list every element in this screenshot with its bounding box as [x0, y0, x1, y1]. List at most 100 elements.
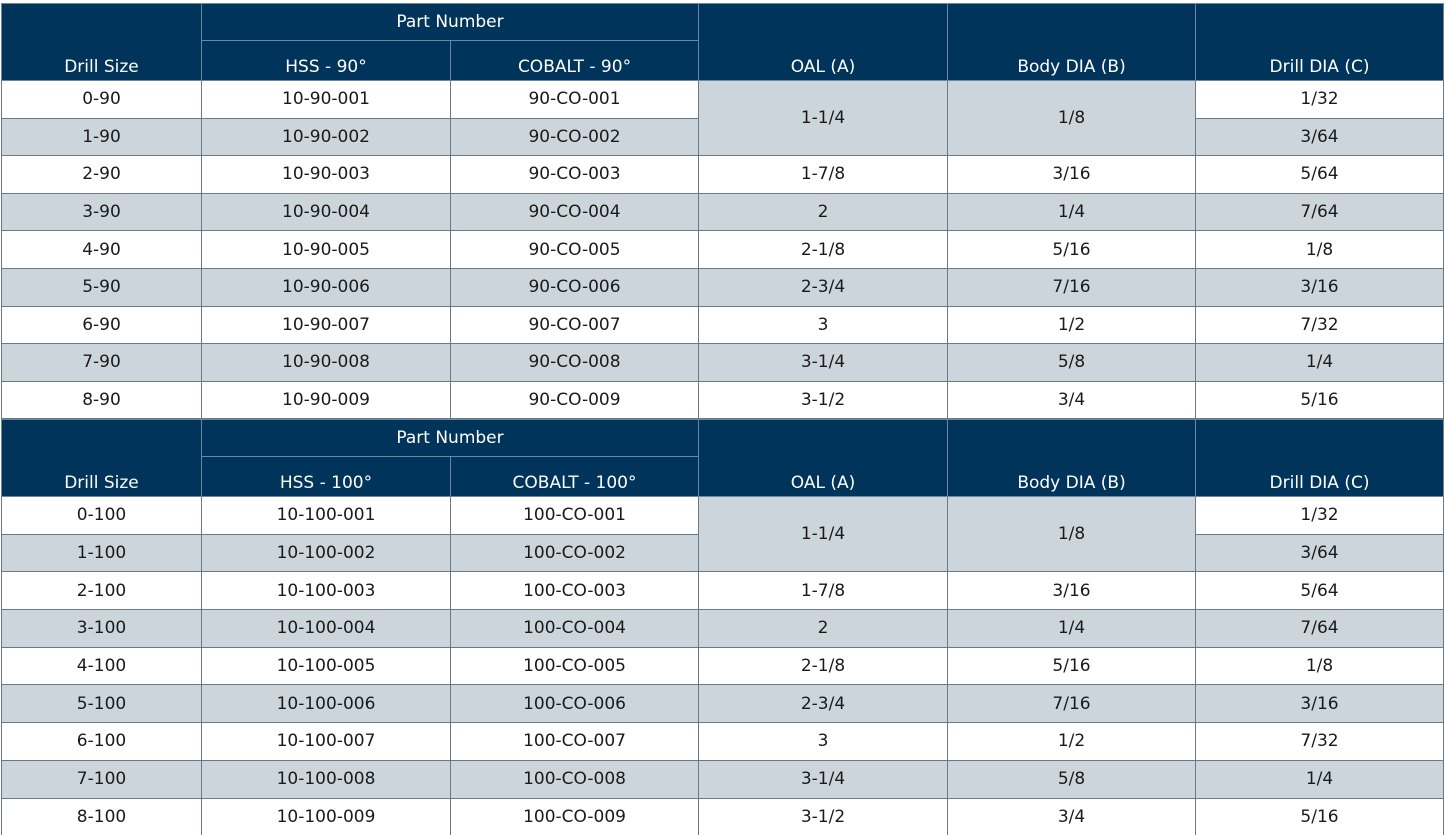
table-cell: 1-1/4: [698, 79, 949, 157]
table-cell: 90-CO-001: [449, 80, 700, 119]
table-cell: 10-90-004: [201, 192, 451, 232]
table-cell: 1/4: [1195, 343, 1445, 382]
header-cell: COBALT - 100°: [449, 456, 700, 497]
table-cell: 7-100: [1, 759, 202, 799]
table-cell: 1/8: [947, 79, 1197, 157]
header-cell: Body DIA (B): [947, 419, 1197, 497]
table-cell: 3-1/2: [698, 380, 949, 420]
table-row: 8-90 10-90-009 90-CO-009 3-1/2 3/4 5/16: [1, 380, 1445, 420]
table-cell: 0-100: [1, 496, 202, 535]
table-row: 6-100 10-100-007 100-CO-007 3 1/2 7/32: [1, 722, 1445, 761]
spec-table: Drill Size Part Number OAL (A) Body DIA (B)…: [1, 419, 1445, 835]
table-cell: 8-100: [1, 797, 202, 835]
table-cell: 1-1/4: [698, 495, 949, 573]
table-cell: 90-CO-003: [449, 155, 700, 194]
table-cell: 1/8: [947, 495, 1197, 573]
table-cell: 10-100-002: [201, 533, 451, 573]
table-cell: 10-90-003: [201, 155, 451, 194]
table-row: 3-100 10-100-004 100-CO-004 2 1/4 7/64: [1, 609, 1445, 648]
table-cell: 90-CO-009: [449, 380, 700, 420]
table-cell: 10-100-008: [201, 759, 451, 799]
table-cell: 0-90: [1, 80, 202, 119]
table-cell: 90-CO-007: [449, 305, 700, 345]
table-cell: 5-100: [1, 684, 202, 724]
table-row: 1-100 10-100-002 100-CO-002 3/64: [1, 533, 1445, 573]
table-cell: 5/8: [947, 759, 1197, 799]
table-cell: 6-90: [1, 305, 202, 345]
table-cell: 10-90-007: [201, 305, 451, 345]
table-cell: 1/8: [1195, 646, 1445, 686]
table-cell: 100-CO-005: [449, 646, 700, 686]
header-cell: Drill DIA (C): [1195, 3, 1445, 81]
header-cell: OAL (A): [698, 419, 949, 497]
table-cell: 10-100-001: [201, 496, 451, 535]
table-row: 7-100 10-100-008 100-CO-008 3-1/4 5/8 1/4: [1, 759, 1445, 799]
table-cell: 2-3/4: [698, 684, 949, 724]
table-cell: 7/32: [1195, 722, 1445, 761]
table-cell: 100-CO-009: [449, 797, 700, 835]
table-cell: 5/16: [1195, 797, 1445, 835]
table-cell: 3/16: [947, 571, 1197, 611]
table-row: 8-100 10-100-009 100-CO-009 3-1/2 3/4 5/16: [1, 797, 1445, 835]
header-cell: Body DIA (B): [947, 3, 1197, 81]
table-cell: 1/32: [1195, 496, 1445, 535]
table-cell: 4-90: [1, 230, 202, 269]
table-row: 3-90 10-90-004 90-CO-004 2 1/4 7/64: [1, 192, 1445, 232]
table-cell: 7/64: [1195, 192, 1445, 232]
table-cell: 10-100-007: [201, 722, 451, 761]
table-cell: 8-90: [1, 380, 202, 420]
table-cell: 3/4: [947, 797, 1197, 835]
table-header: Drill Size Part Number OAL (A) Body DIA (B)…: [1, 419, 1445, 497]
table-row: 0-90 10-90-001 90-CO-001 1-1/4 1/8 1/32: [1, 79, 1445, 157]
header-cell: HSS - 100°: [201, 456, 451, 497]
table-row: 1-90 10-90-002 90-CO-002 3/64: [1, 117, 1445, 157]
table-cell: 1/4: [947, 192, 1197, 232]
header-cell: COBALT - 90°: [449, 40, 700, 81]
table-cell: 3/16: [1195, 267, 1445, 307]
table-cell: 1/4: [947, 609, 1197, 648]
table-cell: 2-90: [1, 155, 202, 194]
table-cell: 10-90-002: [201, 117, 451, 157]
table-cell: 1/32: [1195, 80, 1445, 119]
table-cell: 1-90: [1, 117, 202, 157]
header-cell: HSS - 90°: [201, 40, 451, 81]
table-row: 4-100 10-100-005 100-CO-005 2-1/8 5/16 1/8: [1, 646, 1445, 686]
header-row: HSS - 90° COBALT - 90°: [2, 40, 1444, 81]
table-cell: 3/16: [947, 155, 1197, 194]
table-cell: 3/64: [1195, 117, 1445, 157]
table-cell: 10-90-001: [201, 80, 451, 119]
header-row: Drill Size Part Number OAL (A) Body DIA (B)…: [1, 3, 1445, 81]
table-row: 0-100 10-100-001 100-CO-001 1-1/4 1/8 1/32: [1, 495, 1445, 573]
table-cell: 7/16: [947, 684, 1197, 724]
table-cell: 1/2: [947, 722, 1197, 761]
table-cell: 2-1/8: [698, 230, 949, 269]
table-cell: 5/16: [1195, 380, 1445, 420]
table-cell: 2-100: [1, 571, 202, 611]
table-cell: 100-CO-008: [449, 759, 700, 799]
table-header: Drill Size Part Number OAL (A) Body DIA (B)…: [1, 3, 1445, 81]
table-cell: 10-90-009: [201, 380, 451, 420]
table-cell: 90-CO-006: [449, 267, 700, 307]
table-cell: 1-100: [1, 533, 202, 573]
table-cell: 3-1/2: [698, 797, 949, 835]
header-cell: Drill Size: [1, 419, 202, 497]
table-cell: 3/4: [947, 380, 1197, 420]
table-cell: 10-100-004: [201, 609, 451, 648]
table-cell: 10-100-003: [201, 571, 451, 611]
header-cell: OAL (A): [698, 3, 949, 81]
table-cell: 3-100: [1, 609, 202, 648]
table-row: 4-90 10-90-005 90-CO-005 2-1/8 5/16 1/8: [1, 230, 1445, 269]
table-cell: 1/8: [1195, 230, 1445, 269]
table-cell: 3: [698, 722, 949, 761]
table-cell: 2-1/8: [698, 646, 949, 686]
header-row: HSS - 100° COBALT - 100°: [2, 456, 1444, 497]
table-row: 5-100 10-100-006 100-CO-006 2-3/4 7/16 3/16: [1, 684, 1445, 724]
header-cell: Part Number: [200, 419, 700, 457]
table-cell: 100-CO-001: [449, 496, 700, 535]
table-cell: 3: [698, 305, 949, 345]
table-cell: 7/16: [947, 267, 1197, 307]
table-cell: 90-CO-002: [449, 117, 700, 157]
table-cell: 10-90-006: [201, 267, 451, 307]
table-cell: 5/64: [1195, 571, 1445, 611]
header-row: Drill Size Part Number OAL (A) Body DIA (B)…: [1, 419, 1445, 497]
